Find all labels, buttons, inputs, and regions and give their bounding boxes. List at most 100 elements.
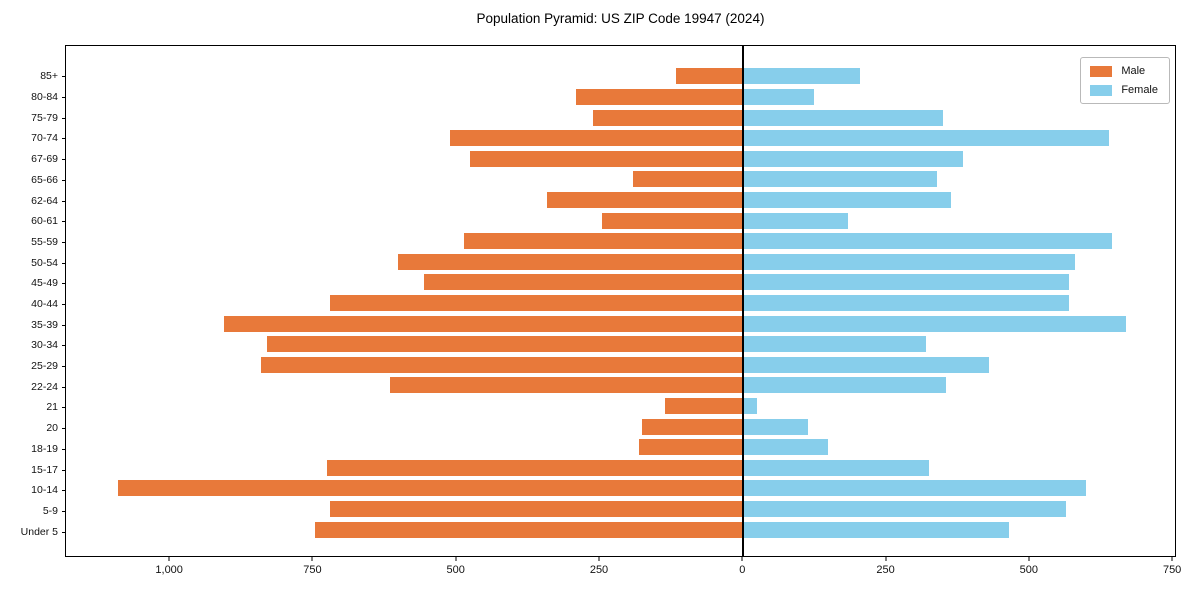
bar-row — [66, 396, 1175, 417]
bar-row — [66, 148, 1175, 169]
male-bar — [464, 233, 743, 250]
female-bar — [742, 439, 829, 456]
chart-title: Population Pyramid: US ZIP Code 19947 (2… — [476, 11, 765, 26]
x-tick-label: 250 — [876, 564, 895, 576]
bar-row — [66, 190, 1175, 211]
x-tick-label: 500 — [1019, 564, 1039, 576]
y-tick-mark — [62, 366, 66, 368]
female-bar — [742, 88, 814, 105]
male-bar — [641, 418, 743, 435]
y-tick-mark — [62, 117, 66, 119]
male-bar — [315, 521, 743, 538]
bar-rows-container — [66, 66, 1175, 540]
bar-row — [66, 210, 1175, 231]
y-tick-label: 15-17 — [31, 463, 58, 476]
y-tick-mark — [62, 262, 66, 264]
female-bar — [742, 480, 1087, 497]
female-bar — [742, 150, 963, 167]
bar-row — [66, 375, 1175, 396]
female-bar — [742, 459, 929, 476]
female-bar — [742, 418, 809, 435]
y-tick-mark — [62, 138, 66, 140]
y-tick-label: 20 — [46, 422, 58, 435]
male-bar — [664, 398, 743, 415]
x-tick-label: 500 — [446, 564, 465, 576]
bar-row — [66, 66, 1175, 87]
x-tick-mark — [598, 556, 600, 561]
male-bar — [470, 150, 743, 167]
male-bar — [223, 315, 743, 332]
x-tick-mark — [455, 556, 457, 561]
y-tick-label: 80-84 — [31, 91, 58, 104]
male-bar — [576, 88, 743, 105]
male-bar — [266, 336, 743, 353]
y-tick-mark — [62, 283, 66, 285]
female-bar — [742, 377, 946, 394]
x-tick-label: 0 — [739, 564, 746, 576]
y-tick-label: 50-54 — [31, 256, 58, 269]
y-tick-mark — [62, 448, 66, 450]
bar-row — [66, 107, 1175, 128]
male-bar — [449, 130, 743, 147]
y-tick-mark — [62, 490, 66, 492]
male-bar — [389, 377, 743, 394]
y-tick-label: 55-59 — [31, 235, 58, 248]
y-tick-label: 10-14 — [31, 484, 58, 497]
y-tick-mark — [62, 179, 66, 181]
male-bar — [398, 253, 743, 270]
y-tick-label: 62-64 — [31, 194, 58, 207]
y-tick-label: Under 5 — [20, 525, 58, 538]
y-tick-mark — [62, 304, 66, 305]
y-tick-mark — [62, 345, 66, 347]
legend-label: Male — [1121, 65, 1146, 77]
x-tick-mark — [1171, 556, 1173, 561]
male-bar — [329, 294, 743, 311]
male-bar — [260, 356, 743, 373]
y-tick-mark — [62, 241, 66, 243]
y-tick-mark — [62, 531, 66, 533]
bar-row — [66, 519, 1175, 540]
bar-row — [66, 272, 1175, 293]
y-tick-label: 5-9 — [42, 504, 58, 517]
female-bar — [742, 171, 938, 188]
bar-row — [66, 478, 1175, 499]
legend: Male Female — [1080, 57, 1170, 104]
y-tick-mark — [62, 510, 66, 512]
female-bar — [742, 253, 1075, 270]
bar-row — [66, 293, 1175, 314]
male-bar — [547, 191, 743, 208]
x-tick-mark — [885, 556, 887, 561]
y-tick-label: 85+ — [40, 70, 58, 83]
x-tick-mark — [168, 556, 170, 561]
male-bar — [601, 212, 743, 229]
female-bar — [742, 191, 952, 208]
male-legend-swatch — [1090, 65, 1113, 77]
x-tick-mark — [311, 556, 313, 561]
female-bar — [742, 521, 1009, 538]
y-tick-label: 18-19 — [31, 442, 58, 455]
plot-area: Male Female 85+ 80-84 75-79 70-74 67-69 65-66 6… — [21, 45, 1181, 576]
female-bar — [742, 233, 1112, 250]
y-tick-label: 21 — [46, 401, 58, 414]
female-bar — [742, 274, 1069, 291]
female-bar — [742, 68, 860, 85]
y-tick-label: 65-66 — [31, 173, 58, 186]
female-bar — [742, 336, 926, 353]
y-tick-mark — [62, 324, 66, 326]
male-bar — [329, 501, 743, 518]
female-bar — [742, 356, 989, 373]
legend-item-male: Male — [1090, 65, 1158, 77]
female-bar — [742, 398, 757, 415]
female-legend-swatch — [1090, 84, 1113, 96]
legend-item-female: Female — [1090, 84, 1158, 96]
female-bar — [742, 501, 1067, 518]
y-tick-mark — [62, 200, 66, 202]
y-tick-label: 35-39 — [31, 318, 58, 331]
x-tick-mark — [741, 556, 743, 561]
x-tick-label: 750 — [1162, 564, 1182, 576]
x-tick-label: 750 — [303, 564, 322, 576]
male-bar — [326, 459, 743, 476]
male-bar — [424, 274, 743, 291]
female-bar — [742, 212, 849, 229]
